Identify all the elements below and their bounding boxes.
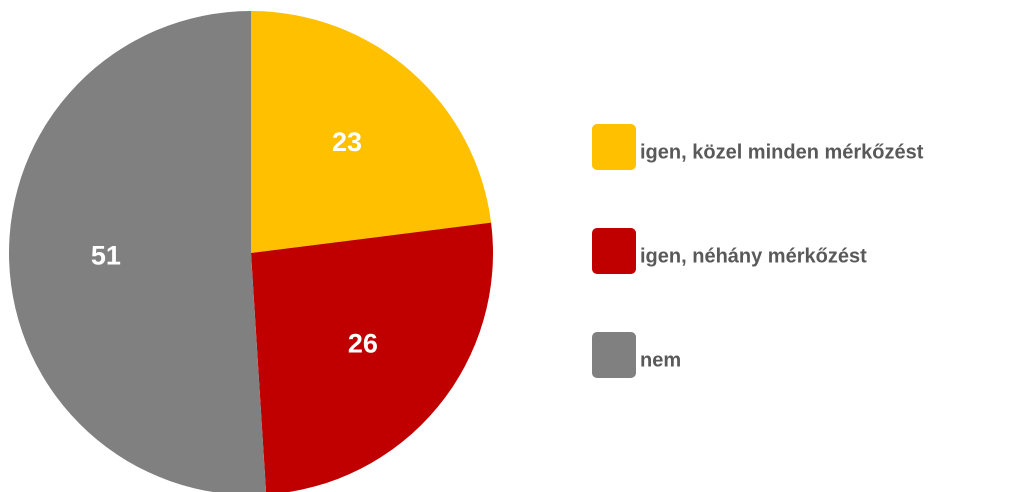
legend-swatch — [592, 124, 636, 170]
legend-swatch — [592, 332, 636, 378]
data-label: 23 — [332, 127, 362, 157]
pie-slice — [251, 222, 493, 492]
data-label: 26 — [348, 329, 378, 359]
legend-swatch — [592, 228, 636, 274]
legend-label: nem — [640, 349, 681, 371]
legend-label: igen, közel minden mérkőzést — [640, 141, 924, 163]
pie-slice — [9, 11, 267, 492]
data-label: 51 — [91, 241, 121, 271]
pie-slice — [251, 11, 492, 253]
legend-label: igen, néhány mérkőzést — [640, 245, 867, 267]
